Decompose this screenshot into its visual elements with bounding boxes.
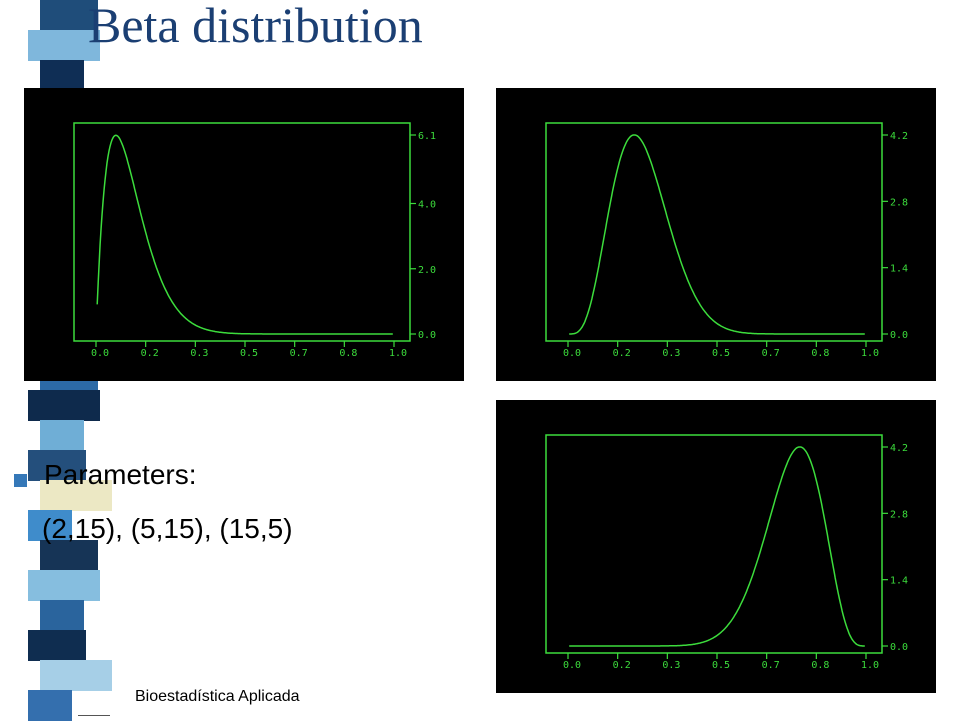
chart-svg: 0.0 1.4 2.8 4.2 0.0 0.2 0.3 0.5 0.7 0.8 1.0 (545, 434, 908, 671)
x-tick-label: 0.2 (613, 348, 631, 359)
strip-block (28, 390, 100, 421)
beta-plot-5-15: 0.0 1.4 2.8 4.2 0.0 0.2 0.3 0.5 0.7 0.8 1.0 (496, 88, 936, 381)
x-tick-label: 0.3 (662, 348, 680, 359)
x-tick-label: 0.5 (240, 348, 258, 359)
y-tick-label: 2.8 (890, 509, 908, 520)
strip-block (28, 450, 86, 481)
chart-svg: 0.0 2.0 4.0 6.1 0.0 0.2 0.3 0.5 0.7 0.8 1.0 (73, 122, 436, 359)
x-tick-label: 0.3 (190, 348, 208, 359)
x-tick-label: 0.7 (290, 348, 308, 359)
strip-block (28, 690, 72, 721)
strip-block (40, 660, 112, 691)
strip-block (40, 540, 98, 571)
x-tick-label: 0.8 (811, 660, 829, 671)
strip-block (28, 570, 100, 601)
x-tick-label: 0.7 (762, 660, 780, 671)
beta-plot-2-15: 0.0 2.0 4.0 6.1 0.0 0.2 0.3 0.5 0.7 0.8 1.0 (24, 88, 464, 381)
strip-block (40, 600, 84, 631)
footer-divider (78, 715, 110, 716)
bullet-marker (14, 474, 27, 487)
x-tick-label: 0.0 (563, 660, 581, 671)
x-tick-label: 1.0 (861, 660, 879, 671)
y-tick-label: 4.2 (890, 443, 908, 454)
x-tick-label: 0.7 (762, 348, 780, 359)
strip-block (40, 480, 112, 511)
y-tick-label: 2.0 (418, 265, 436, 276)
x-tick-label: 0.0 (563, 348, 581, 359)
x-tick-label: 0.2 (613, 660, 631, 671)
x-tick-label: 0.8 (339, 348, 357, 359)
strip-block (28, 510, 72, 541)
y-tick-label: 0.0 (418, 330, 436, 341)
parameters-label: Parameters: (44, 459, 197, 490)
x-tick-label: 0.3 (662, 660, 680, 671)
y-tick-label: 2.8 (890, 197, 908, 208)
y-tick-label: 0.0 (890, 330, 908, 341)
density-line (569, 134, 865, 335)
strip-block (40, 0, 98, 31)
beta-plot-15-5: 0.0 1.4 2.8 4.2 0.0 0.2 0.3 0.5 0.7 0.8 1.0 (496, 400, 936, 693)
strip-block (40, 60, 84, 91)
x-tick-label: 1.0 (861, 348, 879, 359)
x-tick-label: 0.2 (141, 348, 159, 359)
strip-block (28, 630, 86, 661)
chart-svg: 0.0 1.4 2.8 4.2 0.0 0.2 0.3 0.5 0.7 0.8 1.0 (545, 122, 908, 359)
parameters-values: (2,15), (5,15), (15,5) (42, 513, 293, 544)
x-tick-label: 0.0 (91, 348, 109, 359)
plot-frame (73, 122, 411, 342)
strip-block (40, 420, 84, 451)
y-tick-label: 6.1 (418, 131, 436, 142)
y-tick-label: 0.0 (890, 642, 908, 653)
y-tick-label: 4.2 (890, 131, 908, 142)
plot-frame (545, 434, 883, 654)
plot-frame (545, 122, 883, 342)
y-tick-label: 4.0 (418, 200, 436, 211)
footer-text: Bioestadística Aplicada (135, 688, 300, 705)
slide-title: Beta distribution (88, 0, 423, 53)
strip-block (28, 30, 100, 61)
x-tick-label: 0.8 (811, 348, 829, 359)
x-tick-label: 0.5 (712, 348, 730, 359)
density-line (96, 134, 393, 335)
y-tick-label: 1.4 (890, 264, 908, 275)
x-tick-label: 0.5 (712, 660, 730, 671)
density-line (569, 446, 865, 647)
x-tick-label: 1.0 (389, 348, 407, 359)
y-tick-label: 1.4 (890, 576, 908, 587)
